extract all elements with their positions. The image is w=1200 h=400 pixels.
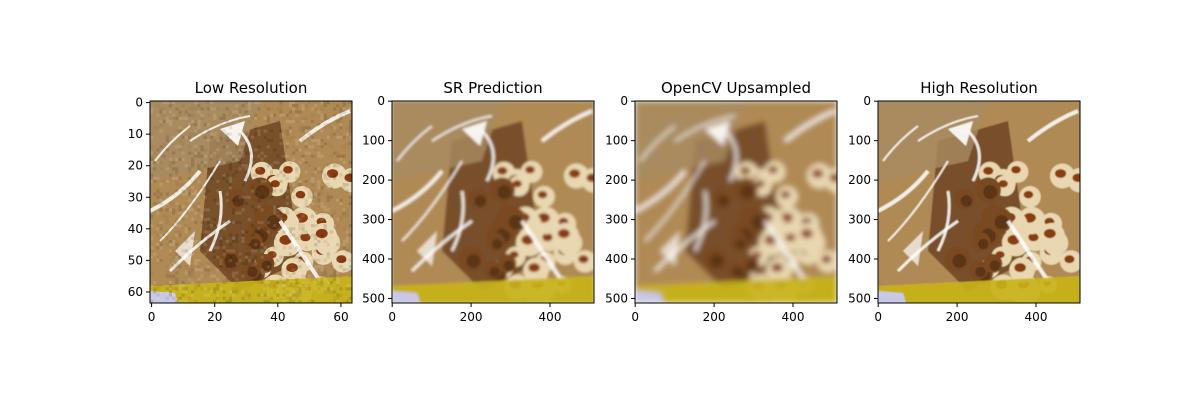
y-tick-label: 200	[605, 173, 628, 187]
y-tick-label: 40	[128, 222, 143, 236]
y-tick-label: 300	[605, 213, 628, 227]
panel-title: SR Prediction	[443, 79, 542, 97]
panel-image	[878, 101, 1080, 303]
y-tick-label: 0	[135, 96, 143, 110]
axes-frame	[877, 100, 1081, 304]
axes-frame	[634, 100, 838, 304]
panel-2: SR Prediction 0 200 400 0 100 200 300 400 500	[362, 79, 595, 324]
y-tick-label: 10	[128, 127, 143, 141]
x-tick-label: 400	[1025, 310, 1048, 324]
axes-frame	[149, 100, 353, 304]
y-tick-label: 0	[377, 94, 385, 108]
y-tick-label: 30	[128, 190, 143, 204]
panel-title: High Resolution	[920, 79, 1038, 97]
panel-image	[392, 101, 594, 303]
y-tick-label: 100	[605, 134, 628, 148]
y-tick-label: 300	[362, 213, 385, 227]
y-tick-label: 60	[128, 285, 143, 299]
panel-title: Low Resolution	[195, 79, 308, 97]
y-tick-label: 20	[128, 159, 143, 173]
y-tick-label: 0	[620, 94, 628, 108]
panel-title: OpenCV Upsampled	[661, 79, 811, 97]
x-tick-label: 200	[703, 310, 726, 324]
panel-image	[635, 101, 837, 303]
x-tick-label: 200	[946, 310, 969, 324]
y-tick-label: 100	[362, 134, 385, 148]
y-tick-label: 500	[848, 291, 871, 305]
y-tick-label: 400	[362, 252, 385, 266]
x-tick-label: 400	[539, 310, 562, 324]
y-tick-label: 300	[848, 213, 871, 227]
y-tick-label: 50	[128, 253, 143, 267]
y-tick-label: 400	[848, 252, 871, 266]
y-tick-label: 400	[605, 252, 628, 266]
x-tick-label: 0	[388, 310, 396, 324]
axes-frame	[391, 100, 595, 304]
x-tick-label: 0	[874, 310, 882, 324]
y-tick-label: 500	[605, 291, 628, 305]
y-tick-label: 0	[863, 94, 871, 108]
y-tick-label: 500	[362, 291, 385, 305]
x-tick-label: 0	[631, 310, 639, 324]
y-tick-label: 200	[848, 173, 871, 187]
x-tick-label: 400	[782, 310, 805, 324]
panel-image	[150, 101, 352, 303]
x-tick-label: 60	[333, 310, 348, 324]
x-tick-label: 40	[270, 310, 285, 324]
panel-3: OpenCV Upsampled 0 200 400 0 100 200 300 400 500	[605, 79, 838, 324]
x-tick-label: 200	[460, 310, 483, 324]
y-tick-label: 100	[848, 134, 871, 148]
x-tick-label: 20	[207, 310, 222, 324]
x-tick-label: 0	[148, 310, 156, 324]
y-tick-label: 200	[362, 173, 385, 187]
panel-1: Low Resolution 0 20 40 60 0 10 20 30 40 50 60	[128, 79, 353, 324]
panel-4: High Resolution 0 200 400 0 100 200 300 400 500	[848, 79, 1081, 324]
